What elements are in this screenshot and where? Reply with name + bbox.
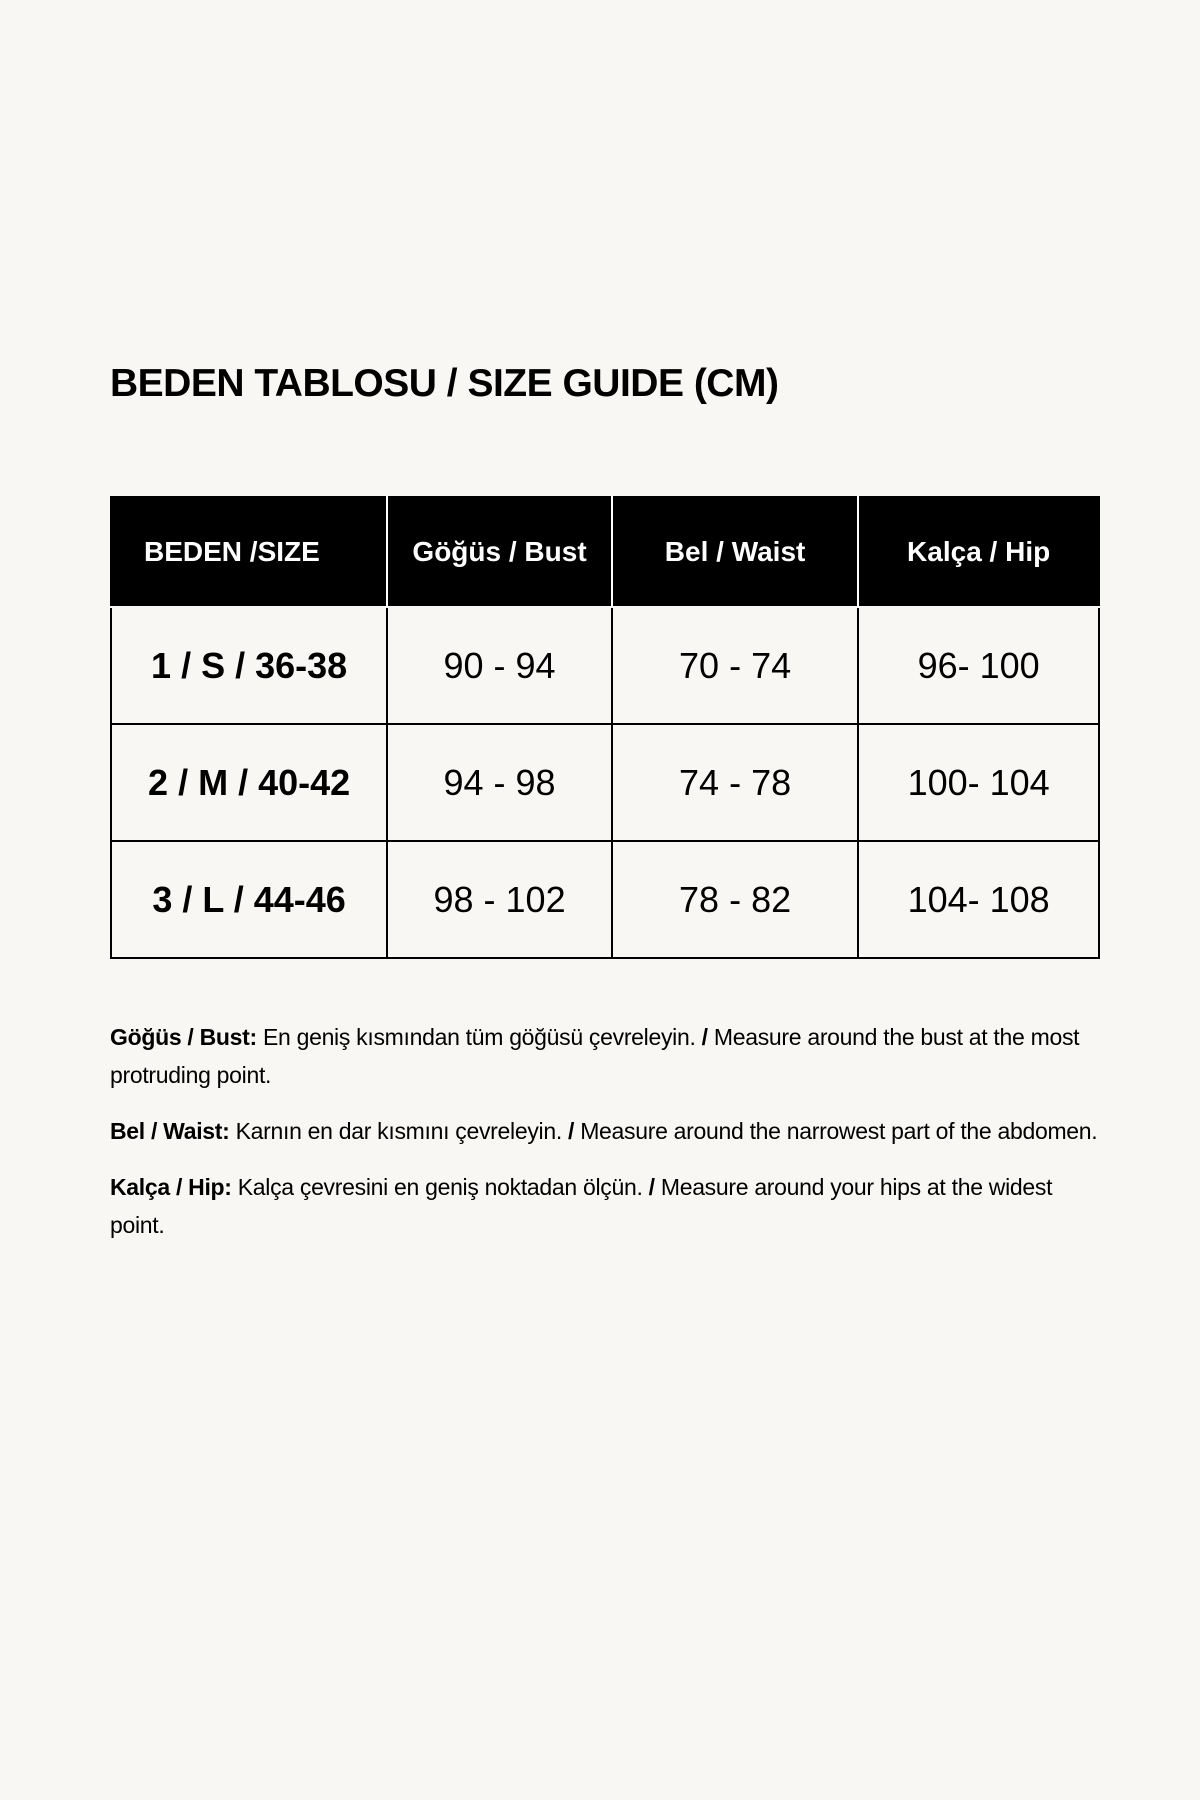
cell-size: 1 / S / 36-38 [109,606,389,725]
cell-hip: 100- 104 [857,723,1100,842]
table-row: 1 / S / 36-38 90 - 94 70 - 74 96- 100 [109,606,1100,725]
cell-size: 2 / M / 40-42 [109,723,389,842]
page-title: BEDEN TABLOSU / SIZE GUIDE (CM) [110,362,779,405]
cell-waist: 78 - 82 [610,840,860,959]
cell-bust: 90 - 94 [386,606,613,725]
header-waist: Bel / Waist [610,496,860,608]
note-label: Kalça / Hip: [110,1174,232,1200]
cell-waist: 74 - 78 [610,723,860,842]
note-separator: / [568,1118,575,1144]
note-separator: / [648,1174,655,1200]
header-hip: Kalça / Hip [857,496,1100,608]
note-label: Bel / Waist: [110,1118,230,1144]
note-text-tr: Karnın en dar kısmını çevreleyin. [229,1118,569,1144]
note-text-en: Measure around the bust at the most prot… [110,1024,1080,1088]
measurement-notes: Göğüs / Bust: En geniş kısmından tüm göğ… [110,1018,1100,1262]
size-table: BEDEN /SIZE Göğüs / Bust Bel / Waist Kal… [109,496,1100,959]
cell-bust: 98 - 102 [386,840,613,959]
table-row: 2 / M / 40-42 94 - 98 74 - 78 100- 104 [109,723,1100,842]
table-row: 3 / L / 44-46 98 - 102 78 - 82 104- 108 [109,840,1100,959]
cell-waist: 70 - 74 [610,606,860,725]
header-bust: Göğüs / Bust [386,496,613,608]
header-size: BEDEN /SIZE [109,496,389,608]
note-waist: Bel / Waist: Karnın en dar kısmını çevre… [110,1112,1100,1150]
note-text-tr: Kalça çevresini en geniş noktadan ölçün. [231,1174,649,1200]
cell-size: 3 / L / 44-46 [109,840,389,959]
cell-hip: 96- 100 [857,606,1100,725]
cell-hip: 104- 108 [857,840,1100,959]
table-header-row: BEDEN /SIZE Göğüs / Bust Bel / Waist Kal… [109,496,1100,608]
note-label: Göğüs / Bust: [110,1024,257,1050]
note-text-tr: En geniş kısmından tüm göğüsü çevreleyin… [256,1024,702,1050]
note-bust: Göğüs / Bust: En geniş kısmından tüm göğ… [110,1018,1100,1094]
note-text-en: Measure around the narrowest part of the… [574,1118,1098,1144]
note-text-en: Measure around your hips at the widest p… [110,1174,1053,1238]
note-hip: Kalça / Hip: Kalça çevresini en geniş no… [110,1168,1100,1244]
cell-bust: 94 - 98 [386,723,613,842]
note-separator: / [701,1024,708,1050]
